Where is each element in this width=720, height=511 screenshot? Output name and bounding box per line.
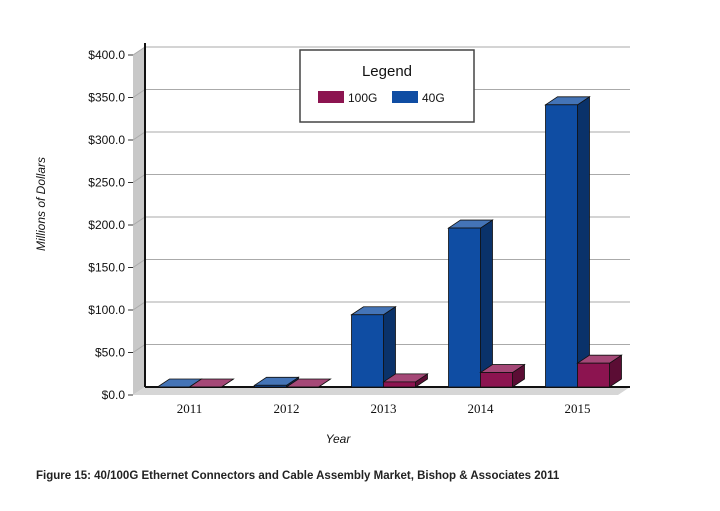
y-tick-label: $350.0 bbox=[88, 91, 125, 105]
floor bbox=[133, 387, 630, 395]
y-tick-label: $300.0 bbox=[88, 133, 125, 147]
bar-100g-2015 bbox=[576, 354, 623, 388]
figure-caption: Figure 15: 40/100G Ethernet Connectors a… bbox=[36, 470, 560, 482]
gridline-wall bbox=[132, 216, 146, 226]
x-tick-label-2013: 2013 bbox=[371, 401, 397, 416]
bar-100g-2012 bbox=[285, 378, 332, 388]
y-tick-label: $200.0 bbox=[88, 218, 125, 232]
y-tick-label: $150.0 bbox=[88, 261, 125, 275]
bar-front bbox=[448, 227, 481, 388]
bar-40g-2015 bbox=[544, 96, 591, 388]
x-tick-labels: 2011 2012 2013 2014 2015 bbox=[177, 401, 591, 416]
legend: Legend 100G 40G bbox=[299, 49, 475, 123]
x-tick-label-2015: 2015 bbox=[565, 401, 591, 416]
x-tick-label-2011: 2011 bbox=[177, 401, 203, 416]
bar-40g-2013 bbox=[350, 306, 397, 388]
legend-swatch-100g bbox=[318, 91, 344, 103]
y-tick-label: $0.0 bbox=[102, 388, 126, 402]
bar-side bbox=[577, 96, 590, 388]
bar-front bbox=[189, 386, 222, 388]
bar-front bbox=[286, 386, 319, 388]
bar-40g-2012 bbox=[253, 376, 300, 388]
bar-front bbox=[480, 372, 513, 388]
bar-100g-2013 bbox=[382, 373, 429, 388]
y-tick-label: $50.0 bbox=[95, 346, 125, 360]
legend-box bbox=[299, 49, 475, 123]
gridline-wall bbox=[132, 174, 146, 183]
gridline-wall bbox=[132, 89, 146, 98]
legend-label-40g: 40G bbox=[422, 91, 445, 105]
y-tick-labels: $0.0 $50.0 $100.0 $150.0 $200.0 $250.0 $300.0 $… bbox=[88, 48, 133, 402]
bar-side bbox=[480, 219, 493, 388]
bar-front bbox=[351, 314, 384, 388]
legend-title: Legend bbox=[362, 63, 412, 80]
bar-front bbox=[157, 386, 190, 388]
gridline-wall bbox=[132, 131, 146, 141]
bar-front bbox=[577, 362, 610, 388]
bar-100g-2011 bbox=[188, 378, 235, 388]
y-tick-label: $250.0 bbox=[88, 176, 125, 190]
bars bbox=[156, 96, 623, 388]
legend-label-100g: 100G bbox=[348, 91, 377, 105]
gridline-wall bbox=[132, 46, 146, 56]
x-axis-title: Year bbox=[326, 432, 352, 446]
bar-40g-2014 bbox=[447, 219, 494, 388]
bar-front bbox=[383, 381, 416, 388]
bar-100g-2014 bbox=[479, 363, 526, 388]
y-tick-label: $400.0 bbox=[88, 48, 125, 62]
gridline-wall bbox=[132, 301, 146, 311]
x-tick-label-2012: 2012 bbox=[274, 401, 300, 416]
bar-front bbox=[545, 104, 578, 388]
x-tick-label-2014: 2014 bbox=[468, 401, 495, 416]
gridline-wall bbox=[132, 259, 146, 268]
bar-chart: $0.0 $50.0 $100.0 $150.0 $200.0 $250.0 $300.0 $… bbox=[34, 43, 630, 446]
y-tick-label: $100.0 bbox=[88, 303, 125, 317]
bar-front bbox=[254, 384, 287, 388]
legend-swatch-40g bbox=[392, 91, 418, 103]
gridline-wall bbox=[132, 344, 146, 353]
y-axis-title: Millions of Dollars bbox=[34, 157, 48, 251]
